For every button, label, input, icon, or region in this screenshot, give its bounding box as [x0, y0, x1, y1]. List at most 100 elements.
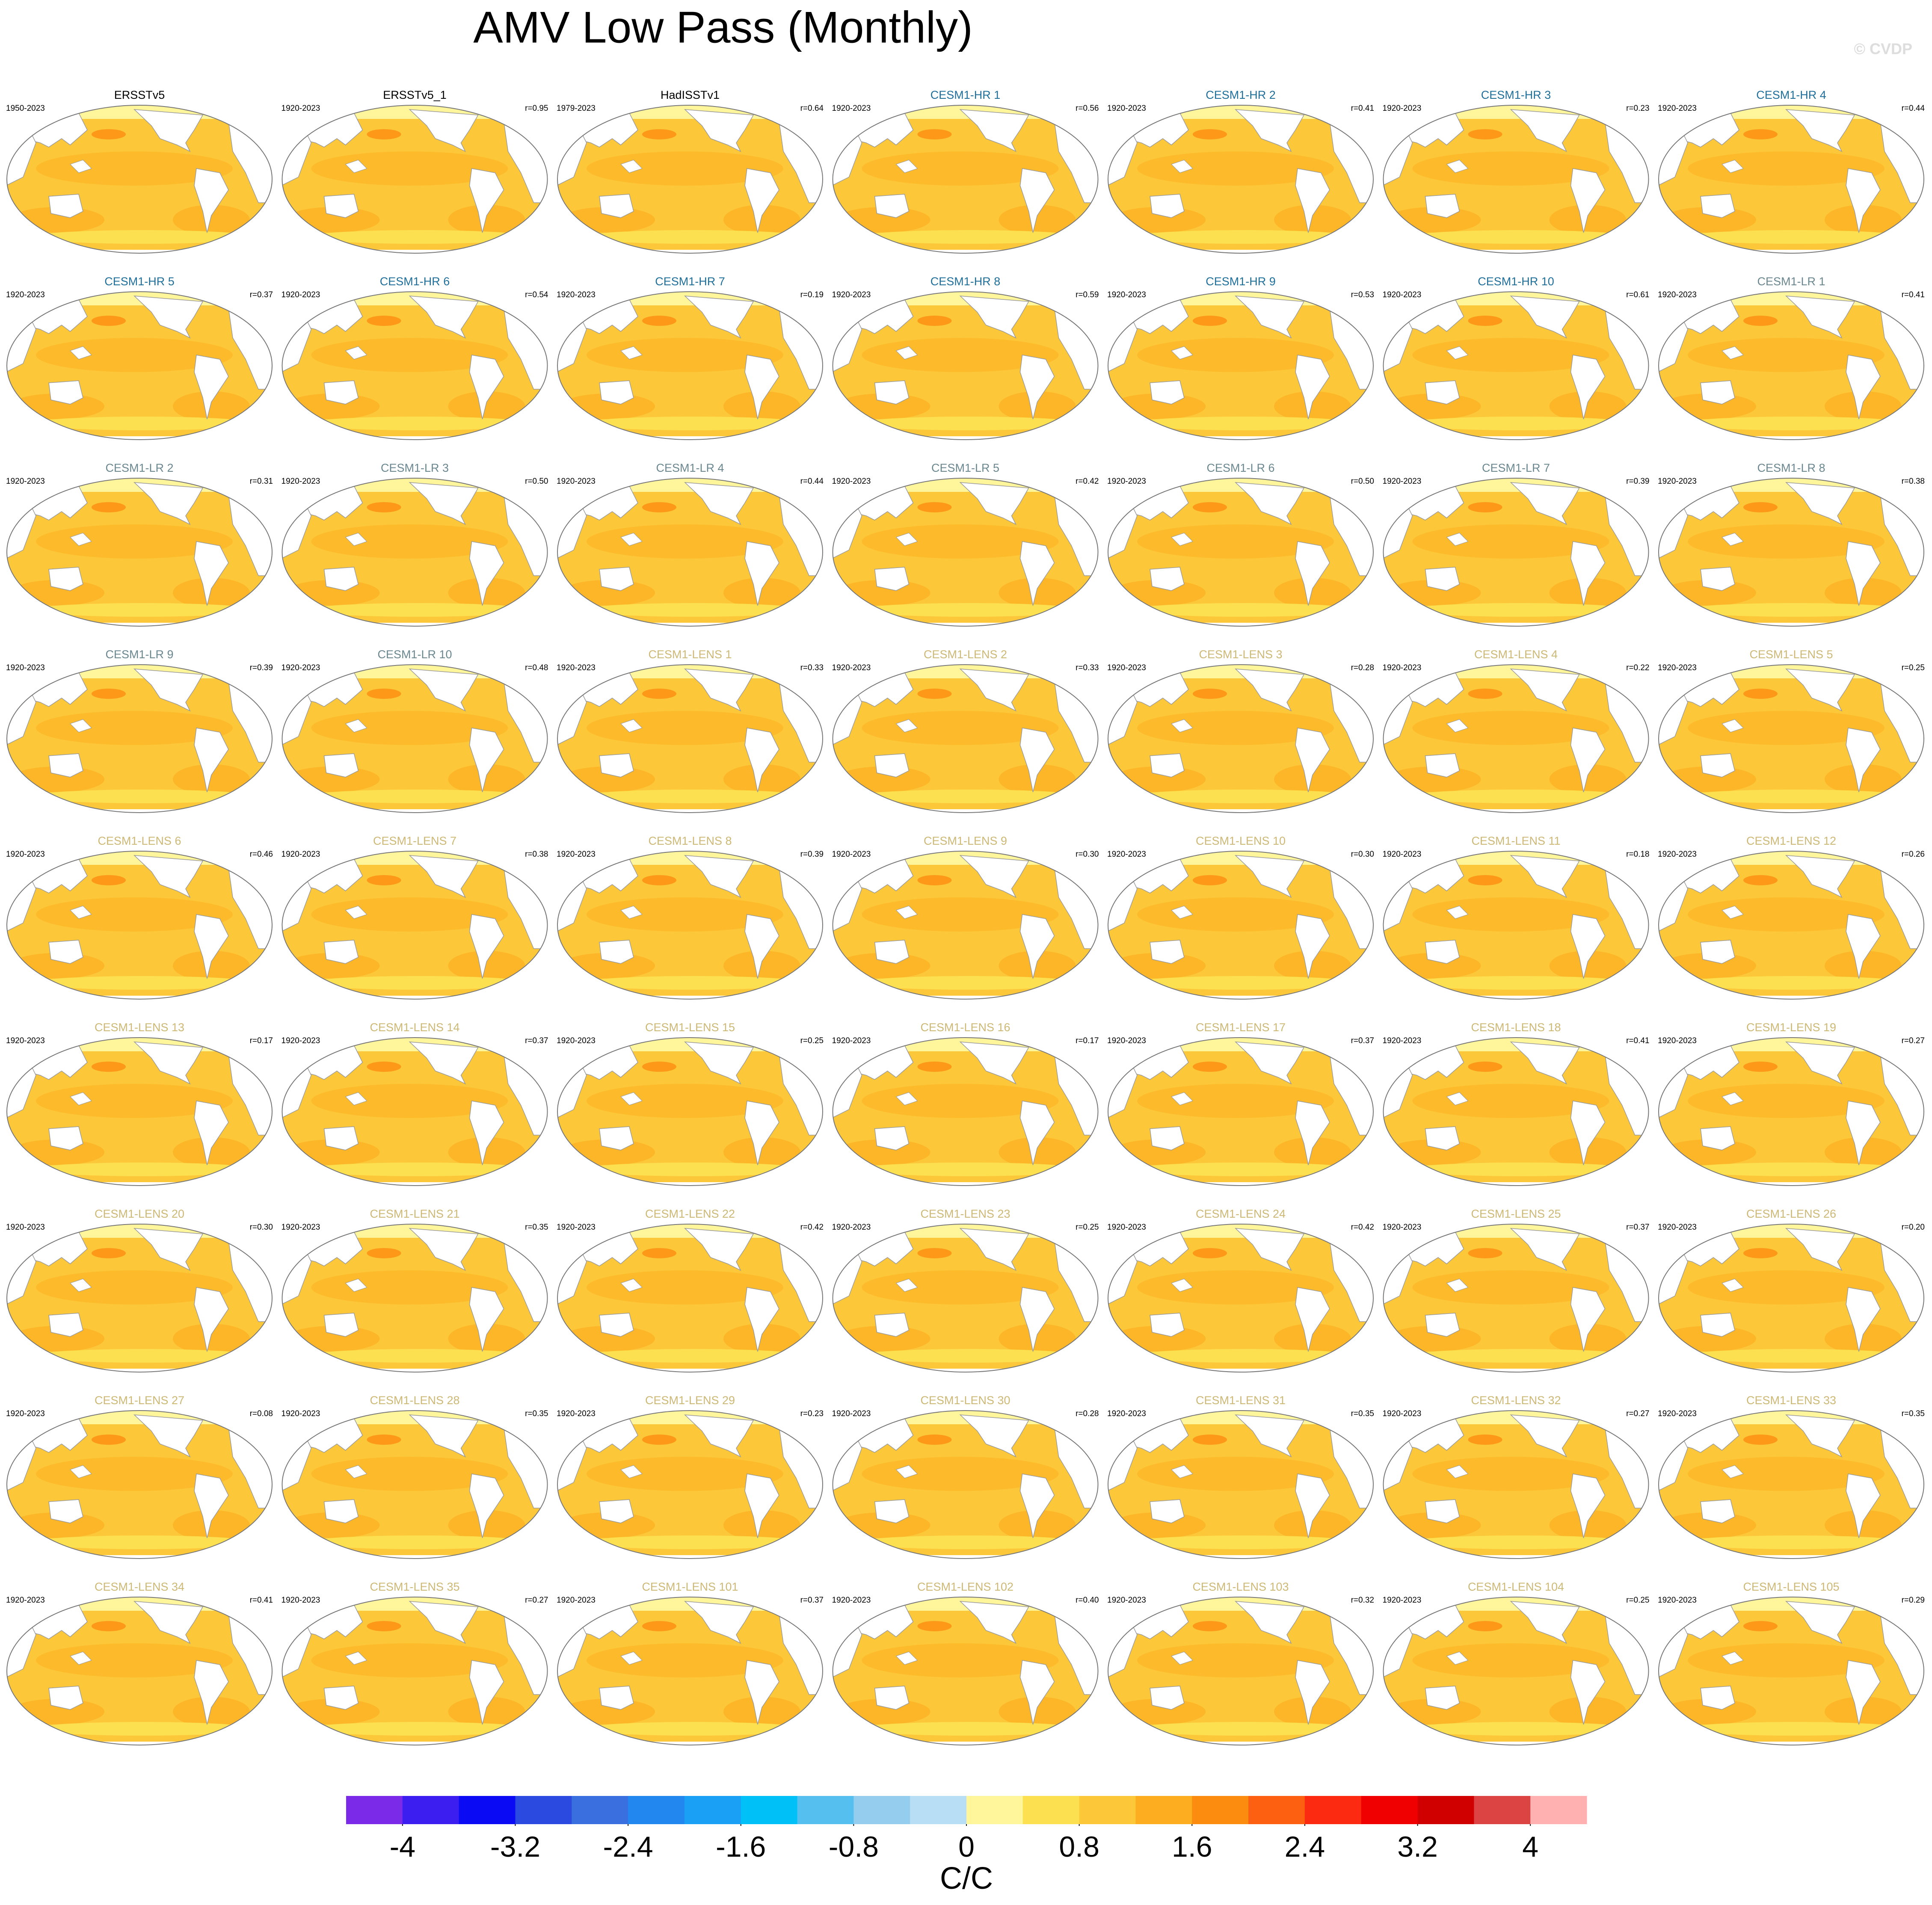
panel-title: ERSSTv5_1 — [383, 89, 447, 101]
colorbar-box — [1417, 1796, 1474, 1824]
panel-title: CESM1-LENS 30 — [920, 1394, 1010, 1407]
colorbar-box — [346, 1796, 403, 1824]
colorbar-label: C/C — [940, 1861, 993, 1896]
panel-years: 1920-2023 — [6, 290, 45, 299]
map — [832, 291, 1099, 441]
panel-title: CESM1-LENS 27 — [95, 1394, 184, 1407]
panel: CESM1-LR 5 1920-2023 r=0.42 — [832, 461, 1099, 628]
panel-correlation: r=0.33 — [800, 663, 824, 672]
panel-years: 1920-2023 — [557, 1223, 596, 1232]
map — [832, 664, 1099, 814]
panel-title: CESM1-LENS 10 — [1196, 834, 1286, 847]
panel-title: CESM1-LR 1 — [1757, 275, 1825, 288]
panel: CESM1-LENS 1 1920-2023 r=0.33 — [557, 648, 824, 814]
figure-title: AMV Low Pass (Monthly) — [473, 3, 972, 52]
panel-correlation: r=0.27 — [1626, 1409, 1649, 1418]
colorbar-tick-label: -3.2 — [490, 1831, 540, 1863]
map — [282, 664, 549, 814]
map — [1658, 1037, 1925, 1187]
panel: CESM1-LENS 12 1920-2023 r=0.26 — [1658, 834, 1925, 1001]
panel: CESM1-LENS 18 1920-2023 r=0.41 — [1383, 1021, 1650, 1187]
panel: CESM1-LENS 32 1920-2023 r=0.27 — [1383, 1394, 1650, 1560]
map — [6, 477, 273, 628]
panel: CESM1-LENS 8 1920-2023 r=0.39 — [557, 834, 824, 1001]
panel-correlation: r=0.17 — [1076, 1036, 1099, 1045]
panel-years: 1920-2023 — [282, 477, 320, 486]
panel-title: CESM1-HR 7 — [655, 275, 725, 288]
panel: CESM1-LENS 26 1920-2023 r=0.20 — [1658, 1207, 1925, 1374]
colorbar-box — [628, 1796, 685, 1824]
panel-years: 1920-2023 — [832, 1409, 871, 1418]
panel-correlation: r=0.19 — [800, 290, 824, 299]
map — [1107, 850, 1375, 1001]
panel-title: CESM1-LENS 18 — [1471, 1021, 1561, 1034]
colorbar-box — [572, 1796, 628, 1824]
map — [832, 1223, 1099, 1374]
colorbar-box — [1248, 1796, 1305, 1824]
panel: CESM1-LR 6 1920-2023 r=0.50 — [1107, 461, 1375, 628]
panel-title: CESM1-LR 4 — [656, 461, 724, 474]
panel-title: CESM1-LENS 23 — [920, 1207, 1010, 1220]
panel-years: 1920-2023 — [1383, 104, 1422, 113]
panel-years: 1920-2023 — [1107, 290, 1146, 299]
map — [6, 1410, 273, 1560]
panel: CESM1-LR 10 1920-2023 r=0.48 — [282, 648, 549, 814]
panel: CESM1-HR 5 1920-2023 r=0.37 — [6, 275, 273, 441]
panel-correlation: r=0.29 — [1902, 1596, 1925, 1605]
panel-years: 1920-2023 — [557, 1409, 596, 1418]
panel-correlation: r=0.38 — [525, 850, 548, 859]
panel: CESM1-LENS 21 1920-2023 r=0.35 — [282, 1207, 549, 1374]
panel: CESM1-HR 10 1920-2023 r=0.61 — [1383, 275, 1650, 441]
panel-years: 1979-2023 — [557, 104, 596, 113]
panel-title: CESM1-LENS 28 — [370, 1394, 459, 1407]
panel-years: 1920-2023 — [1383, 663, 1422, 672]
panel-title: CESM1-HR 5 — [104, 275, 175, 288]
panel: CESM1-LENS 103 1920-2023 r=0.32 — [1107, 1580, 1375, 1747]
panel-correlation: r=0.22 — [1626, 663, 1649, 672]
map — [6, 664, 273, 814]
panel-years: 1920-2023 — [832, 477, 871, 486]
panel: CESM1-LR 2 1920-2023 r=0.31 — [6, 461, 273, 628]
colorbar-box — [797, 1796, 854, 1824]
colorbar-box — [1304, 1796, 1362, 1824]
map — [557, 104, 824, 255]
panel-title: CESM1-LENS 22 — [645, 1207, 735, 1220]
map — [282, 1223, 549, 1374]
panel-title: CESM1-LENS 35 — [370, 1580, 459, 1593]
map — [1383, 1596, 1650, 1747]
panel-correlation: r=0.32 — [1351, 1596, 1374, 1605]
panel-years: 1920-2023 — [282, 1223, 320, 1232]
panel-title: CESM1-LENS 15 — [645, 1021, 735, 1034]
panel-correlation: r=0.30 — [250, 1223, 273, 1232]
panel-title: CESM1-LENS 20 — [95, 1207, 184, 1220]
panel: CESM1-LENS 14 1920-2023 r=0.37 — [282, 1021, 549, 1187]
panel-years: 1920-2023 — [557, 1596, 596, 1605]
panel-correlation: r=0.30 — [1351, 850, 1374, 859]
panel-years: 1920-2023 — [1383, 1036, 1422, 1045]
panel-title: CESM1-HR 4 — [1756, 89, 1826, 101]
map — [1107, 1596, 1375, 1747]
colorbar-tick-label: 2.4 — [1285, 1831, 1325, 1863]
panel-years: 1920-2023 — [1383, 1223, 1422, 1232]
panel-correlation: r=0.25 — [1902, 663, 1925, 672]
panel-correlation: r=0.35 — [1902, 1409, 1925, 1418]
panel: CESM1-LENS 35 1920-2023 r=0.27 — [282, 1580, 549, 1747]
map — [1383, 1223, 1650, 1374]
map — [1658, 291, 1925, 441]
panel-title: CESM1-LENS 33 — [1746, 1394, 1836, 1407]
map — [1658, 1410, 1925, 1560]
panel-correlation: r=0.37 — [525, 1036, 548, 1045]
colorbar-box — [684, 1796, 741, 1824]
colorbar-box — [1135, 1796, 1192, 1824]
panel-correlation: r=0.56 — [1076, 104, 1099, 113]
panel-title: CESM1-LENS 19 — [1746, 1021, 1836, 1034]
map — [1383, 104, 1650, 255]
panel-years: 1920-2023 — [1658, 1223, 1697, 1232]
panel-title: CESM1-LENS 9 — [924, 834, 1007, 847]
panel-title: CESM1-LENS 34 — [95, 1580, 184, 1593]
panel-title: CESM1-LENS 103 — [1192, 1580, 1289, 1593]
panel-correlation: r=0.39 — [1626, 477, 1649, 486]
panel-years: 1920-2023 — [1107, 1036, 1146, 1045]
panel: CESM1-HR 2 1920-2023 r=0.41 — [1107, 89, 1375, 255]
panel: CESM1-LENS 31 1920-2023 r=0.35 — [1107, 1394, 1375, 1560]
